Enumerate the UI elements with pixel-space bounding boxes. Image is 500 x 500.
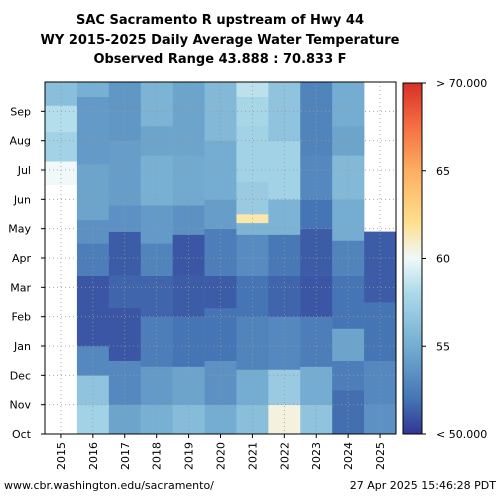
- y-tick-label-jul: Jul: [17, 164, 31, 177]
- heatmap-cell: [364, 404, 397, 435]
- heatmap-cell: [140, 205, 173, 244]
- colorbar-tick-label: 55: [436, 340, 450, 353]
- heatmap-cell: [108, 404, 142, 435]
- x-tick-label-2015: 2015: [55, 442, 68, 470]
- plot-area: [44, 81, 397, 435]
- heatmap-cell: [76, 164, 110, 221]
- heatmap-cell: [332, 82, 365, 127]
- footer-timestamp: 27 Apr 2025 15:46:28 PDT: [350, 479, 497, 492]
- colorbar-tick-label: < 50.000: [436, 428, 487, 441]
- heatmap-cell: [76, 404, 110, 435]
- heatmap-cell: [364, 302, 397, 361]
- heatmap-cell: [140, 316, 173, 367]
- heatmap-cell: [300, 228, 333, 276]
- heatmap-cell: [172, 404, 205, 435]
- colorbar-gradient: [402, 82, 423, 435]
- x-axis: 2015 2016 2017 2018 2019 2020 2021 2022 2023 2024…: [55, 434, 387, 470]
- y-tick-label-may: May: [8, 223, 31, 236]
- heatmap-cell: [140, 366, 173, 405]
- y-axis: Oct Nov Dec Jan Feb Mar Apr May Jun Jul Aug Sep: [8, 105, 45, 441]
- heatmap-cell: [236, 222, 269, 235]
- heatmap-cell: [332, 155, 365, 200]
- heatmap-cell: [300, 404, 333, 435]
- heatmap-cell: [332, 328, 365, 361]
- y-tick-label-dec: Dec: [10, 369, 31, 382]
- y-tick-label-feb: Feb: [12, 311, 31, 324]
- heatmap-cell: [236, 82, 269, 97]
- heatmap-cell: [268, 404, 301, 435]
- gridlines: [45, 82, 396, 435]
- heatmap-cell: [140, 243, 173, 276]
- y-tick-label-jun: Jun: [13, 193, 31, 206]
- x-tick-label-2022: 2022: [278, 442, 291, 470]
- colorbar: < 50.000 55 60 65 > 70.000: [402, 77, 487, 441]
- heatmap-cell: [140, 155, 173, 206]
- heatmap-cell: [108, 275, 142, 309]
- title-line-3: Observed Range 43.888 : 70.833 F: [93, 52, 346, 67]
- heatmap-column-2015: [45, 82, 78, 185]
- heatmap-cell: [76, 219, 110, 244]
- heatmap-cell: [140, 404, 173, 435]
- y-tick-label-sep: Sep: [10, 105, 31, 118]
- heatmap-cell: [76, 82, 110, 97]
- x-tick-label-2025: 2025: [374, 442, 387, 470]
- y-tick-label-aug: Aug: [10, 135, 31, 148]
- y-tick-label-jan: Jan: [13, 340, 31, 353]
- heatmap-cell: [108, 82, 142, 141]
- heatmap-cell: [45, 82, 78, 106]
- heatmap-cell: [300, 316, 333, 367]
- heatmap-cell: [332, 390, 365, 435]
- title-line-1: SAC Sacramento R upstream of Hwy 44: [76, 13, 364, 28]
- title-line-2: WY 2015-2025 Daily Average Water Tempera…: [41, 33, 400, 48]
- heatmap-cell: [204, 404, 237, 435]
- heatmap-column-2021: [236, 82, 269, 435]
- heatmap-cell: [204, 275, 237, 309]
- heatmap-cell: [172, 366, 205, 405]
- colorbar-tick-label: 60: [436, 253, 450, 266]
- heatmap-cell: [268, 234, 301, 276]
- x-tick-label-2018: 2018: [151, 442, 164, 470]
- heatmap-cell: [300, 155, 333, 200]
- heatmap-cell: [172, 234, 205, 276]
- heatmap-cell: [204, 228, 237, 276]
- chart-title: SAC Sacramento R upstream of Hwy 44 WY 2…: [41, 13, 400, 67]
- heatmap-cell: [140, 82, 173, 127]
- x-tick-label-2023: 2023: [310, 442, 323, 470]
- y-tick-label-oct: Oct: [12, 428, 32, 441]
- heatmap-cell: [76, 243, 110, 276]
- x-tick-label-2024: 2024: [342, 442, 355, 470]
- x-tick-label-2019: 2019: [183, 442, 196, 470]
- colorbar-tick-label: > 70.000: [436, 77, 487, 90]
- x-tick-label-2016: 2016: [87, 442, 100, 470]
- heatmap-cell: [268, 199, 301, 235]
- heatmap-cell: [236, 234, 269, 276]
- heatmap-cell: [236, 316, 269, 370]
- x-tick-label-2021: 2021: [246, 442, 259, 470]
- heatmap-cell: [172, 155, 205, 206]
- x-tick-label-2020: 2020: [215, 442, 228, 470]
- footer-url: www.cbr.washington.edu/sacramento/: [4, 479, 214, 492]
- heatmap-cell: [268, 316, 301, 370]
- heatmap-column-2018: [140, 82, 173, 435]
- heatmap-column-2017: [108, 82, 142, 435]
- y-tick-label-apr: Apr: [12, 252, 32, 265]
- heatmap-cell: [236, 404, 269, 435]
- y-tick-label-nov: Nov: [10, 399, 32, 412]
- y-tick-label-mar: Mar: [10, 281, 31, 294]
- heatmap-cell: [300, 366, 333, 405]
- x-tick-label-2017: 2017: [119, 442, 132, 470]
- heatmap-column-2025: [364, 231, 397, 435]
- colorbar-tick-label: 65: [436, 165, 450, 178]
- heatmap-cell: [45, 161, 78, 185]
- heatmap-cell: [172, 316, 205, 367]
